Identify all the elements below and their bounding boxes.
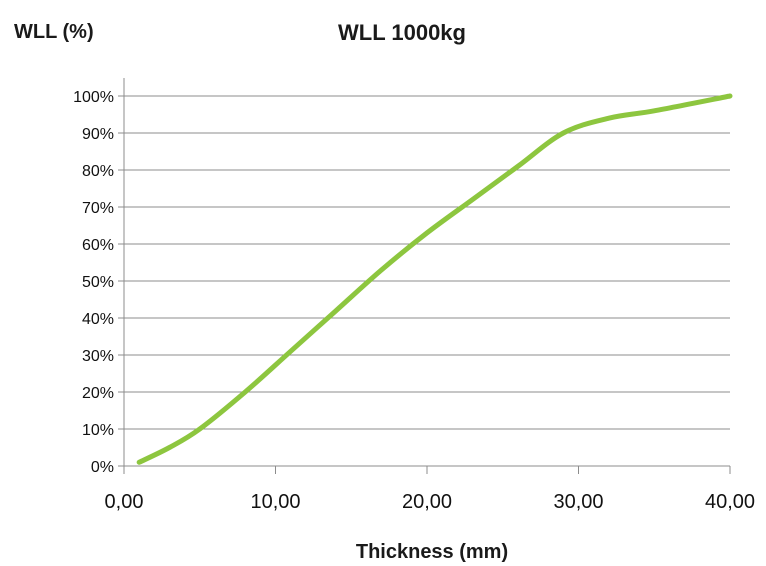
tick-label-layer: 0% 10% 20% 30% 40% 50% 60% 70% 80% 90% 100% 0,00 10,… — [73, 89, 755, 513]
tick-label-x: 10,00 — [250, 491, 300, 513]
tick-label-y: 80% — [82, 163, 114, 180]
tick-label-y: 40% — [82, 311, 114, 328]
axis-layer — [118, 78, 731, 474]
series-line-0 — [136, 93, 733, 465]
chart-title: WLL 1000kg — [338, 20, 466, 45]
tick-label-y: 70% — [82, 200, 114, 217]
tick-label-x: 0,00 — [105, 491, 144, 513]
tick-label-y: 30% — [82, 348, 114, 365]
tick-label-y: 50% — [82, 274, 114, 291]
y-axis-title: WLL (%) — [14, 21, 94, 43]
tick-label-x: 30,00 — [553, 491, 603, 513]
tick-label-y: 0% — [91, 459, 114, 476]
grid-layer — [124, 95, 730, 430]
tick-label-x: 40,00 — [705, 491, 755, 513]
tick-label-y: 60% — [82, 237, 114, 254]
tick-label-y: 20% — [82, 385, 114, 402]
tick-label-y: 100% — [73, 89, 114, 106]
series-layer — [136, 93, 733, 465]
tick-label-y: 10% — [82, 422, 114, 439]
tick-label-y: 90% — [82, 126, 114, 143]
tick-label-x: 20,00 — [402, 491, 452, 513]
x-axis-title: Thickness (mm) — [356, 541, 508, 563]
